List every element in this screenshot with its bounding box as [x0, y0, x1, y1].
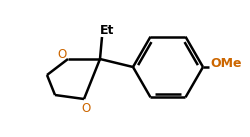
Text: OMe: OMe — [210, 56, 241, 69]
Text: O: O — [81, 102, 90, 115]
Text: Et: Et — [100, 24, 114, 36]
Text: O: O — [57, 48, 66, 61]
